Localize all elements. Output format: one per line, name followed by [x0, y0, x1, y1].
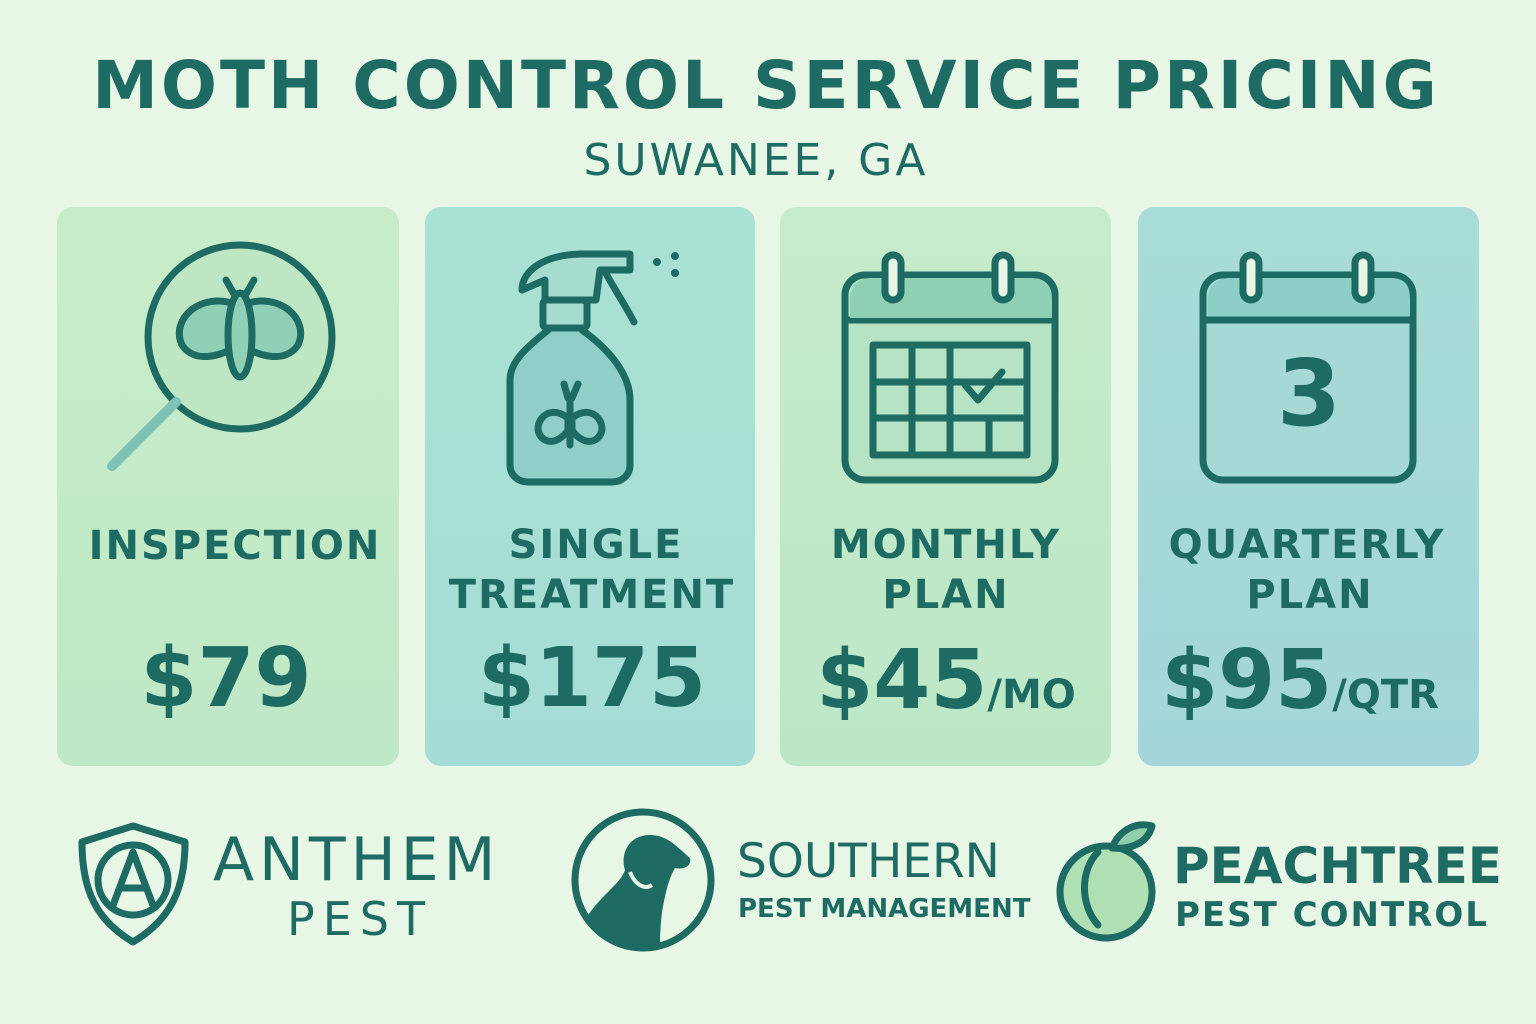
card-price: $79 — [140, 631, 311, 726]
card-label: MONTHLY — [831, 522, 1061, 568]
card — [425, 207, 755, 766]
logo-tagline: PEST — [287, 892, 433, 946]
card-label: TREATMENT — [449, 572, 735, 618]
card-price-line: $45/MO — [816, 633, 1076, 728]
card-price: $95 — [1161, 633, 1332, 728]
card-price: $45 — [816, 633, 987, 728]
anthem-logo: ANTHEM PEST — [78, 822, 500, 946]
spray-icon — [506, 250, 679, 486]
peachtree-logo: PEACHTREE PEST CONTROL — [1056, 821, 1502, 942]
card-price-line: $95/QTR — [1161, 633, 1439, 728]
logo-tagline: PEST CONTROL — [1175, 895, 1489, 935]
southern-logo: SOUTHERN PEST MANAGEMENT — [571, 808, 1031, 952]
logo-tagline: PEST MANAGEMENT — [738, 894, 1031, 924]
card-unit: /MO — [987, 672, 1075, 718]
calendar-number: 3 — [1277, 340, 1341, 447]
logo-name: ANTHEM — [213, 825, 500, 895]
monthly-calendar-icon — [841, 251, 1059, 484]
card-label: QUARTERLY — [1169, 522, 1446, 568]
card-price: $175 — [478, 631, 706, 726]
logo-name: SOUTHERN — [737, 834, 1000, 889]
subtitle: SUWANEE, GA — [583, 135, 928, 186]
card-unit: /QTR — [1332, 672, 1439, 718]
card-label: PLAN — [1246, 572, 1373, 618]
title: MOTH CONTROL SERVICE PRICING — [92, 47, 1440, 124]
card-label: INSPECTION — [89, 523, 382, 569]
inspection-icon — [107, 241, 336, 471]
quarterly-calendar-icon: 3 — [1199, 251, 1417, 484]
card-label: PLAN — [882, 572, 1009, 618]
card-label: SINGLE — [509, 522, 684, 568]
logo-name: PEACHTREE — [1173, 837, 1502, 895]
